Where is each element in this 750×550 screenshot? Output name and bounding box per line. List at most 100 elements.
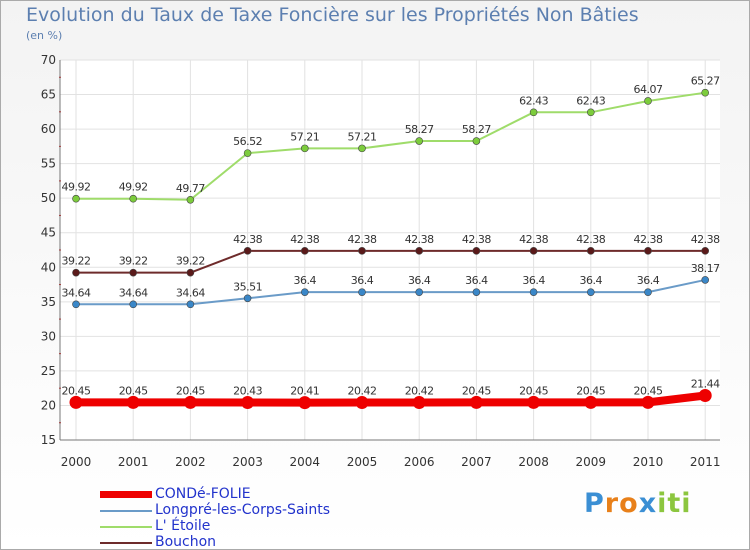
data-label: 42.38	[348, 233, 377, 246]
y-tick-label: 65	[41, 88, 56, 102]
legend-swatch	[100, 526, 152, 528]
data-label: 39.22	[119, 255, 148, 268]
data-point	[186, 268, 195, 277]
x-tick-label: 2005	[347, 455, 378, 469]
y-tick-label: 70	[41, 53, 56, 67]
data-label: 20.41	[290, 385, 319, 398]
y-tick-label: 60	[41, 122, 56, 136]
data-label: 20.42	[405, 385, 434, 398]
data-point	[641, 395, 655, 409]
data-label: 38.17	[691, 262, 720, 275]
data-point	[186, 300, 195, 309]
data-point	[701, 88, 710, 97]
x-tick-label: 2004	[290, 455, 321, 469]
legend-swatch	[100, 491, 152, 498]
data-point	[701, 276, 710, 284]
y-tick-label: 55	[41, 157, 56, 171]
data-point	[472, 288, 481, 296]
data-point	[415, 137, 424, 145]
y-tick-label: 30	[41, 329, 56, 343]
x-tick-label: 2007	[461, 455, 492, 469]
data-label: 34.64	[119, 286, 148, 299]
data-label: 39.22	[62, 255, 91, 268]
data-point	[644, 288, 652, 296]
x-tick-label: 2003	[232, 455, 263, 469]
data-point	[415, 288, 424, 296]
data-point	[644, 247, 652, 255]
data-point	[126, 395, 140, 409]
logo-letter: i	[657, 488, 668, 519]
logo-letter: x	[638, 488, 658, 519]
data-label: 35.51	[233, 280, 262, 293]
data-point	[186, 195, 195, 204]
data-point	[469, 395, 483, 409]
data-point	[243, 149, 252, 157]
x-tick-label: 2002	[175, 455, 206, 469]
proxiti-logo: Proxiti	[584, 488, 692, 519]
data-label: 42.38	[290, 233, 319, 246]
data-point	[584, 395, 598, 409]
data-point	[415, 247, 424, 255]
legend-label: Bouchon	[155, 534, 217, 550]
data-label: 62.43	[519, 94, 548, 107]
data-point	[358, 288, 366, 296]
data-label: 57.21	[290, 130, 319, 143]
data-point	[241, 395, 255, 409]
data-point	[358, 247, 366, 255]
y-tick-label: 50	[41, 191, 56, 205]
data-label: 20.45	[519, 384, 548, 397]
x-tick-label: 2011	[690, 455, 721, 469]
data-point	[129, 268, 137, 277]
legend-label: L' Étoile	[155, 518, 211, 534]
data-label: 57.21	[348, 130, 377, 143]
data-point	[701, 247, 710, 255]
x-tick-label: 2010	[633, 455, 664, 469]
data-point	[300, 247, 309, 255]
data-point	[412, 396, 426, 410]
data-label: 20.45	[576, 384, 605, 397]
y-tick-label: 20	[41, 398, 56, 412]
data-point	[243, 294, 252, 303]
logo-letter: t	[667, 488, 682, 519]
data-label: 36.4	[637, 274, 660, 287]
data-point	[243, 247, 252, 255]
data-label: 36.4	[351, 274, 374, 287]
x-tick-label: 2000	[61, 455, 92, 469]
legend-label: Longpré-les-Corps-Saints	[155, 502, 331, 518]
series-line	[75, 249, 707, 274]
data-point	[586, 247, 595, 255]
x-tick-label: 2009	[576, 455, 607, 469]
data-label: 42.38	[405, 233, 434, 246]
data-label: 36.4	[522, 274, 545, 287]
unit-label: (en %)	[26, 29, 63, 42]
data-point	[129, 194, 137, 203]
data-label: 56.52	[233, 135, 262, 148]
y-tick-label: 45	[41, 226, 56, 240]
y-tick-label: 15	[41, 433, 56, 447]
data-label: 39.22	[176, 255, 205, 268]
data-point	[183, 395, 197, 409]
data-point	[586, 288, 595, 296]
data-point	[72, 194, 80, 203]
data-label: 62.43	[576, 94, 605, 107]
data-point	[355, 396, 369, 410]
data-label: 36.4	[580, 274, 603, 287]
data-label: 20.45	[634, 384, 663, 397]
data-point	[644, 97, 652, 105]
data-point	[586, 108, 595, 117]
data-label: 20.42	[348, 385, 377, 398]
data-point	[529, 247, 538, 255]
data-label: 49.92	[62, 181, 91, 194]
data-label: 58.27	[462, 123, 491, 136]
logo-letter: r	[604, 488, 620, 519]
series-line	[75, 91, 707, 201]
data-point	[300, 288, 309, 296]
data-label: 20.45	[176, 384, 205, 397]
data-point	[300, 144, 309, 153]
data-label: 34.64	[176, 286, 205, 299]
data-point	[698, 389, 712, 403]
x-tick-label: 2001	[118, 455, 149, 469]
legend-swatch	[100, 510, 152, 512]
logo-letter: o	[619, 488, 639, 519]
